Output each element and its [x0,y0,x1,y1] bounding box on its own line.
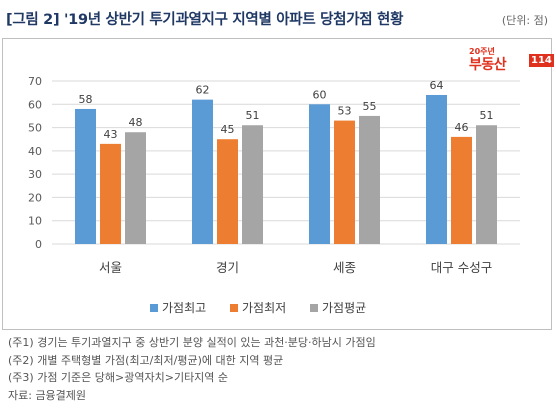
bar-value-label: 46 [455,121,469,134]
y-tick-label: 0 [35,238,42,251]
unit-label: (단위: 점) [501,14,548,27]
figure-title: [그림 2] '19년 상반기 투기과열지구 지역별 아파트 당첨가점 현황 [6,12,404,28]
bar-value-label: 45 [221,123,235,136]
y-tick-label: 60 [28,98,42,111]
bar [242,125,263,244]
footnote-3: (주3) 가점 기준은 당해>광역자치>기타지역 순 [8,371,229,384]
legend-swatch [230,304,238,312]
bar-value-label: 51 [480,109,494,122]
footnotes: (주1) 경기는 투기과열지구 중 상반기 분양 실적이 있는 과천·분당·하남… [8,334,376,404]
y-tick-label: 70 [28,75,42,88]
y-tick-label: 10 [28,215,42,228]
y-tick-label: 30 [28,168,42,181]
y-tick-label: 20 [28,191,42,204]
x-tick-label: 대구 수성구 [431,260,492,275]
footnote-1: (주1) 경기는 투기과열지구 중 상반기 분양 실적이 있는 과천·분당·하남… [8,336,376,349]
x-tick-label: 세종 [333,260,356,275]
bar-value-label: 51 [246,109,260,122]
bar [75,108,96,244]
x-tick-label: 경기 [216,260,239,275]
bar [334,120,355,244]
bar [426,94,447,244]
logo-number: 114 [529,54,554,67]
bar [309,104,330,245]
legend-label: 가점평균 [322,301,366,315]
bar-value-label: 53 [338,105,352,118]
bar [100,143,121,244]
logo-anniversary-badge: 20주년 [469,47,495,56]
bar-value-label: 48 [129,116,143,129]
legend-swatch [310,304,318,312]
bar-chart: 0 10 20 30 40 50 60 70 58 43 48 서울 62 45 51 경기 60 53 55 세종 6… [28,75,520,315]
bar-value-label: 43 [104,128,118,141]
legend-label: 가점최고 [162,301,206,315]
bar-value-label: 55 [363,100,377,113]
bar [476,125,497,244]
brand-logo: 20주년 부동산 114 [469,46,554,73]
bar-value-label: 58 [79,93,93,106]
bar-value-label: 62 [196,84,210,97]
logo-name: 부동산 [469,57,507,73]
header: [그림 2] '19년 상반기 투기과열지구 지역별 아파트 당첨가점 현황 (… [0,0,556,36]
bar [451,136,472,244]
legend-label: 가점최저 [242,301,286,315]
bar-value-label: 64 [430,79,444,92]
y-tick-label: 50 [28,122,42,135]
bar [125,132,146,244]
x-tick-label: 서울 [99,260,122,275]
footnote-2: (주2) 개별 주택형별 가점(최고/최저/평균)에 대한 지역 평균 [8,353,284,367]
y-tick-label: 40 [28,145,42,158]
bar [359,115,380,244]
bar [217,139,238,244]
bar-value-label: 60 [313,88,327,101]
source-note: 자료: 금융결제원 [8,388,87,402]
legend-swatch [150,304,158,312]
bar [192,99,213,244]
